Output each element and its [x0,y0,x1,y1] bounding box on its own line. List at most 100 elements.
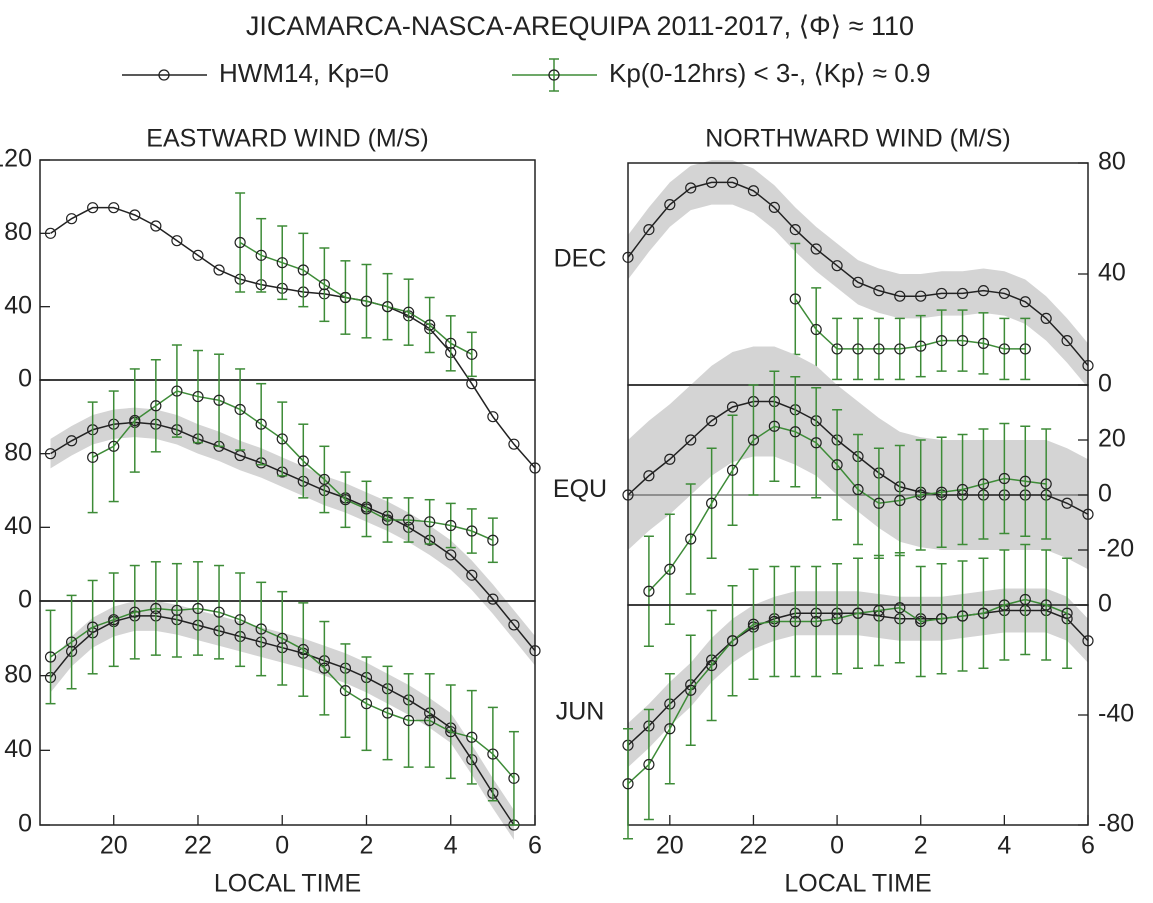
marker [664,723,676,735]
marker [424,714,436,727]
marker [622,251,634,263]
marker [831,459,843,471]
marker [445,726,457,738]
marker [726,464,739,476]
figure-title: JICAMARCA-NASCA-AREQUIPA 2011-2017, ⟨Φ⟩ … [246,11,914,41]
y-tick-label: 0 [18,586,32,614]
marker [403,714,415,727]
x-tick-label: 20 [100,832,128,860]
marker [936,287,948,300]
subplot: 0 40 80 NORTHWARD WIND (M/S) [622,125,1126,398]
legend-label: Kp(0-12hrs) < 3-, ⟨Kp⟩ ≈ 0.9 [609,58,930,88]
plot-frame [39,159,536,381]
marker [643,758,655,771]
marker [129,606,141,618]
x-tick-label: 6 [1081,832,1095,860]
series-line [92,390,494,541]
marker [998,599,1010,611]
month-label: JUN [556,698,605,726]
series-line [50,206,536,469]
y-tick-label: -20 [1098,535,1134,563]
marker [339,494,352,506]
marker [936,335,948,347]
x-tick-label: 0 [275,832,289,860]
marker [810,615,822,628]
marker [87,451,99,463]
marker [192,249,204,261]
legend-label: HWM14, Kp=0 [219,58,389,88]
marker [643,470,655,482]
panel-title: EASTWARD WIND (M/S) [146,125,428,153]
y-tick-label: 40 [4,291,32,319]
y-tick-label: -80 [1098,810,1134,838]
marker [664,563,676,575]
legend-marker [158,69,170,81]
y-tick-label: -40 [1098,700,1134,728]
marker [171,235,183,247]
marker [852,343,864,355]
marker [255,623,267,635]
legend-marker [548,69,560,81]
marker [192,602,204,615]
marker [108,614,120,626]
marker [643,224,655,236]
y-tick-label: 80 [1098,148,1126,176]
marker [129,209,141,221]
marker [831,343,843,355]
marker [234,614,246,626]
x-tick-label: 2 [914,832,928,860]
marker [297,455,309,467]
y-tick-label: 40 [4,735,32,763]
marker [956,335,969,347]
marker [1061,335,1073,347]
marker [894,290,906,302]
marker [726,401,739,413]
series-line [627,181,1089,367]
marker [706,659,718,672]
subplot: 0 40 80 20 22 0 2 4 6 LOCAL TIME JUN [4,561,605,898]
x-axis-label: LOCAL TIME [784,870,931,898]
marker [831,260,843,272]
marker [171,604,183,616]
marker [487,748,499,760]
marker [664,199,676,211]
series-line [50,607,515,779]
marker [1082,359,1094,372]
subplot: -80 -40 0 20 22 0 2 4 6 LOCAL TIME [622,543,1134,898]
marker [873,604,885,617]
marker [685,684,697,696]
marker [318,473,330,486]
marker [915,615,927,628]
y-tick-label: 20 [1098,425,1126,453]
marker [297,643,309,656]
marker [998,287,1010,300]
y-tick-label: 0 [1098,370,1112,398]
marker [297,264,309,276]
marker [1019,343,1031,355]
x-tick-label: 22 [740,832,768,860]
marker [915,290,927,302]
marker [664,453,676,465]
marker [873,343,885,355]
marker [213,394,225,406]
marker [789,615,801,628]
marker [852,276,864,288]
marker [810,243,822,255]
marker [466,525,478,537]
marker [789,293,801,305]
marker [318,662,330,674]
marker [915,489,927,501]
marker [234,403,246,416]
marker [747,434,760,446]
marker [445,337,457,349]
x-axis-label: LOCAL TIME [214,870,361,898]
y-tick-label: 0 [1098,480,1112,508]
marker [508,438,520,450]
marker [685,182,697,194]
marker [726,176,739,189]
marker [956,610,969,622]
x-tick-label: 22 [184,832,212,860]
marker [466,378,478,390]
marker [977,337,990,349]
marker [1019,593,1031,606]
